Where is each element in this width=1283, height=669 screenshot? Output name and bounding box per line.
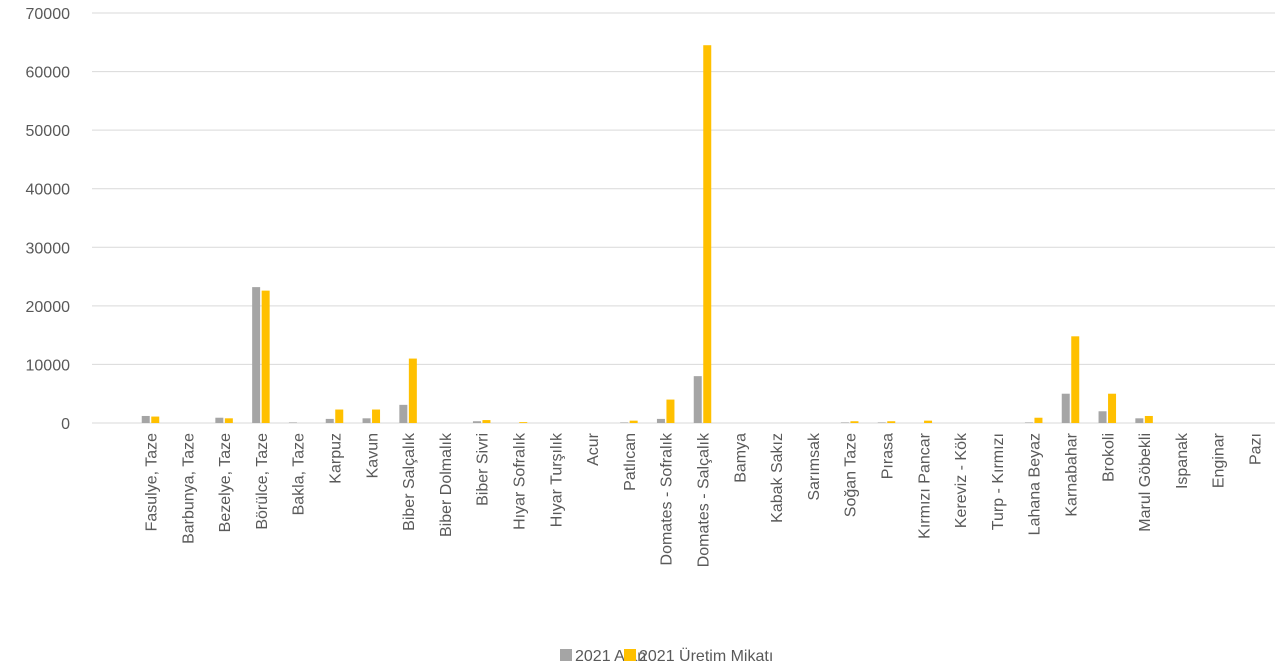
bar-uretim [850,421,859,423]
x-tick-label: Bezelye, Taze [217,433,234,532]
legend-swatch [560,649,572,661]
y-tick-label: 0 [61,416,70,433]
bar-alan [362,418,371,423]
bar-alan [840,422,849,423]
y-tick-label: 50000 [26,123,71,140]
x-tick-label: Biber Salçalık [401,432,418,531]
bar-uretim [1144,415,1153,423]
bar-alan [215,417,224,423]
x-tick-label: Marul Göbekli [1137,433,1154,532]
bar-uretim [924,420,933,423]
bar-uretim [372,409,381,423]
x-tick-label: Soğan Taze [843,433,860,517]
bar-uretim [261,290,270,423]
bar-alan [472,421,481,423]
y-tick-label: 20000 [26,299,71,316]
bar-alan [1024,422,1033,423]
bar-uretim [703,45,712,423]
x-tick-label: Ispanak [1174,432,1191,489]
x-tick-label: Turp - Kırmızı [990,433,1007,530]
bar-uretim [335,409,344,423]
bar-alan [656,418,665,423]
bar-uretim [519,422,528,423]
x-tick-label: Bakla, Taze [291,433,308,516]
x-tick-label: Biber Sivri [475,433,492,506]
x-tick-label: Bamya [732,433,749,483]
x-tick-label: Biber Dolmalık [438,432,455,537]
y-axis-ticks: 0 10000 20000 30000 40000 50000 60000 70000 [26,6,71,433]
x-tick-label: Enginar [1211,432,1228,488]
x-tick-label: Barbunya, Taze [180,433,197,544]
x-tick-label: Hıyar Turşılık [548,432,565,527]
bar-uretim [1034,417,1043,423]
gridlines [92,12,1275,424]
bar-alan [325,418,334,423]
x-tick-label: Fasulye, Taze [144,433,161,532]
y-tick-label: 60000 [26,65,71,82]
bar-alan [1061,393,1070,423]
x-tick-label: Pazı [1248,433,1265,465]
x-tick-label: Kavun [364,433,381,478]
bar-alan [1098,411,1107,423]
x-tick-label: Pırasa [880,433,897,479]
bar-alan [1135,418,1144,423]
bar-alan [141,415,150,423]
x-tick-label: Kabak Sakız [769,433,786,523]
bar-uretim [408,358,417,423]
x-tick-label: Kereviz - Kök [953,432,970,528]
x-tick-label: Hıyar Sofralık [512,432,529,530]
x-tick-label: Domates - Salçalık [696,432,713,567]
y-tick-label: 40000 [26,182,71,199]
bar-alan [252,287,261,423]
bar-uretim [1108,393,1117,423]
bar-uretim [224,418,233,423]
bar-uretim [629,420,638,423]
bar-uretim [666,399,675,423]
x-tick-label: Lahana Beyaz [1027,433,1044,535]
legend-swatch [624,649,636,661]
y-tick-label: 30000 [26,240,71,257]
bars [141,45,1153,423]
x-tick-label: Börülce, Taze [254,433,271,530]
x-tick-label: Brokoli [1100,433,1117,482]
bar-uretim [1071,336,1080,423]
bar-uretim [151,416,160,423]
x-tick-label: Domates - Sofralık [659,432,676,565]
x-tick-label: Acur [585,432,602,466]
bar-alan [877,422,886,423]
bar-alan [620,422,629,423]
legend-label: 2021 Üretim Mikatı [639,647,773,665]
bar-alan [399,404,408,423]
bar-alan [693,376,702,423]
bar-uretim [887,421,896,423]
x-tick-label: Kırmızı Pancar [916,432,933,538]
x-tick-label: Karpuz [328,433,345,484]
x-axis-ticks: Fasulye, Taze Barbunya, Taze Bezelye, Taze… [144,432,1265,567]
bar-alan [288,422,297,423]
x-tick-label: Karnabahar [1064,432,1081,516]
y-tick-label: 10000 [26,357,71,374]
x-tick-label: Sarımsak [806,432,823,501]
bar-uretim [482,420,491,423]
x-tick-label: Patlıcan [622,433,639,491]
y-tick-label: 70000 [26,6,71,23]
